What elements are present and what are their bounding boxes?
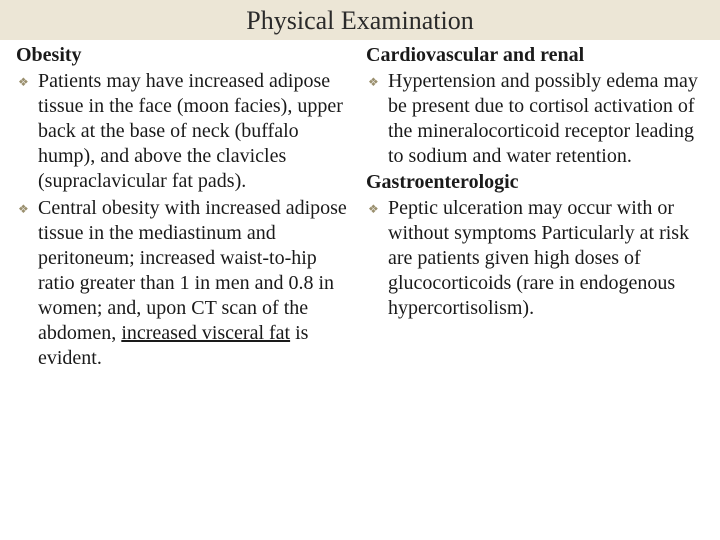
heading-cardiovascular-renal: Cardiovascular and renal — [366, 44, 704, 67]
bullet-text: Hypertension and possibly edema may be p… — [388, 69, 704, 169]
list-item: ❖ Peptic ulceration may occur with or wi… — [366, 196, 704, 321]
list-item: ❖ Hypertension and possibly edema may be… — [366, 69, 704, 169]
underlined-text: increased visceral fat — [121, 322, 290, 344]
bullet-text: Central obesity with increased adipose t… — [38, 196, 354, 371]
left-column: Obesity ❖ Patients may have increased ad… — [10, 44, 360, 373]
content-area: Obesity ❖ Patients may have increased ad… — [0, 40, 720, 373]
heading-obesity: Obesity — [16, 44, 354, 67]
bullet-icon: ❖ — [16, 196, 38, 222]
list-item: ❖ Patients may have increased adipose ti… — [16, 69, 354, 194]
bullet-icon: ❖ — [366, 69, 388, 95]
bullet-text: Peptic ulceration may occur with or with… — [388, 196, 704, 321]
bullet-icon: ❖ — [366, 196, 388, 222]
bullet-text: Patients may have increased adipose tiss… — [38, 69, 354, 194]
list-item: ❖ Central obesity with increased adipose… — [16, 196, 354, 371]
right-column: Cardiovascular and renal ❖ Hypertension … — [360, 44, 710, 373]
heading-gastroenterologic: Gastroenterologic — [366, 171, 704, 194]
bullet-icon: ❖ — [16, 69, 38, 95]
slide-title: Physical Examination — [0, 0, 720, 40]
